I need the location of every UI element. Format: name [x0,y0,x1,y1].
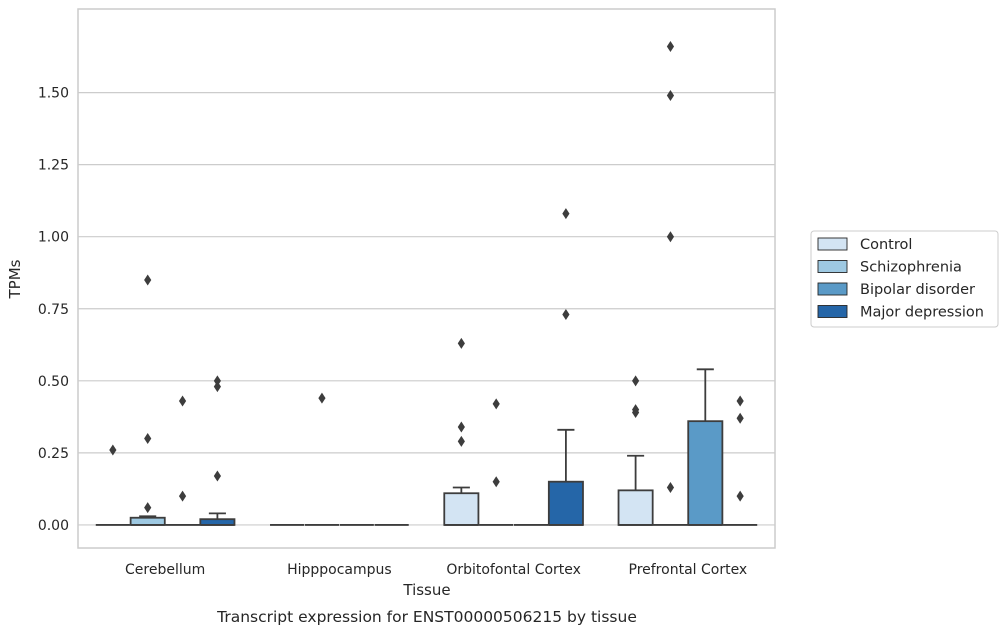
outlier-point [666,481,675,493]
box-2-0 [443,337,480,526]
box-3-1 [653,40,688,526]
box-body [129,516,166,526]
gridlines [78,91,775,526]
outlier-point [318,392,326,404]
x-tick-label: Prefrontal Cortex [629,562,748,578]
outlier-point [213,375,221,387]
box-body [443,492,480,526]
legend-label: Major depression [860,305,984,321]
legend-swatch [817,237,848,251]
outlier-point [144,432,152,444]
outlier-point [457,435,465,447]
box-body [617,489,654,526]
outlier-point [213,470,221,482]
box-3-0 [617,375,654,526]
outlier-point [457,337,465,349]
y-axis-label: TPMs [6,259,24,299]
outlier-point [666,231,675,243]
outlier-point [457,421,465,433]
y-tick-label: 1.50 [38,86,69,102]
outlier-point [562,208,570,220]
box-2-3 [547,208,584,526]
box-0-2 [165,395,200,526]
outlier-point [632,404,640,416]
box-1-1 [304,392,340,526]
legend-swatch [817,305,848,318]
box-0-3 [199,375,236,526]
plot-frame [77,8,776,549]
chart-caption: Transcript expression for ENST0000050621… [216,608,637,626]
outlier-point [492,398,500,410]
outlier-point [144,274,152,286]
outlier-point [666,89,675,101]
outlier-point [213,381,221,393]
box-2-1 [479,398,514,526]
outlier-point [492,476,500,488]
y-tick-label: 0.50 [38,374,69,390]
box-body [687,420,724,526]
outlier-point [736,395,744,407]
box-3-3 [723,395,758,526]
outlier-point [562,309,570,321]
box-0-1 [129,274,166,526]
y-tick-label: 0.75 [38,302,69,318]
legend-label: Schizophrenia [860,260,962,276]
x-axis-label: Tissue [402,581,450,599]
box-0-0 [95,444,130,526]
y-tick-label: 0.00 [38,518,69,534]
legend-label: Control [860,237,912,253]
outlier-point [736,412,744,424]
y-tick-label: 1.00 [38,230,69,246]
x-tick-label: Cerebellum [125,562,205,578]
box-body [547,480,584,526]
box-layer [95,40,758,526]
legend-swatch [817,282,848,296]
outlier-point [736,490,744,502]
x-tick-label: Hipppocampus [287,562,392,578]
outlier-point [666,40,675,52]
tick-labels: 0.00 0.25 0.50 0.75 1.00 1.25 1.50 Cerebellum Hi… [38,86,747,578]
legend: Control Schizophrenia Bipolar disorder Majo… [810,230,999,328]
x-tick-label: Orbitofontal Cortex [446,562,581,578]
legend-swatch [817,260,848,273]
outlier-point [178,490,187,502]
y-tick-label: 0.25 [38,446,69,462]
legend-label: Bipolar disorder [860,282,975,298]
outlier-point [632,375,640,387]
legend-frame [810,230,999,328]
outlier-point [178,395,187,407]
y-tick-label: 1.25 [38,158,69,174]
outlier-point [144,502,152,514]
outlier-point [109,444,117,456]
box-3-2 [687,368,724,526]
